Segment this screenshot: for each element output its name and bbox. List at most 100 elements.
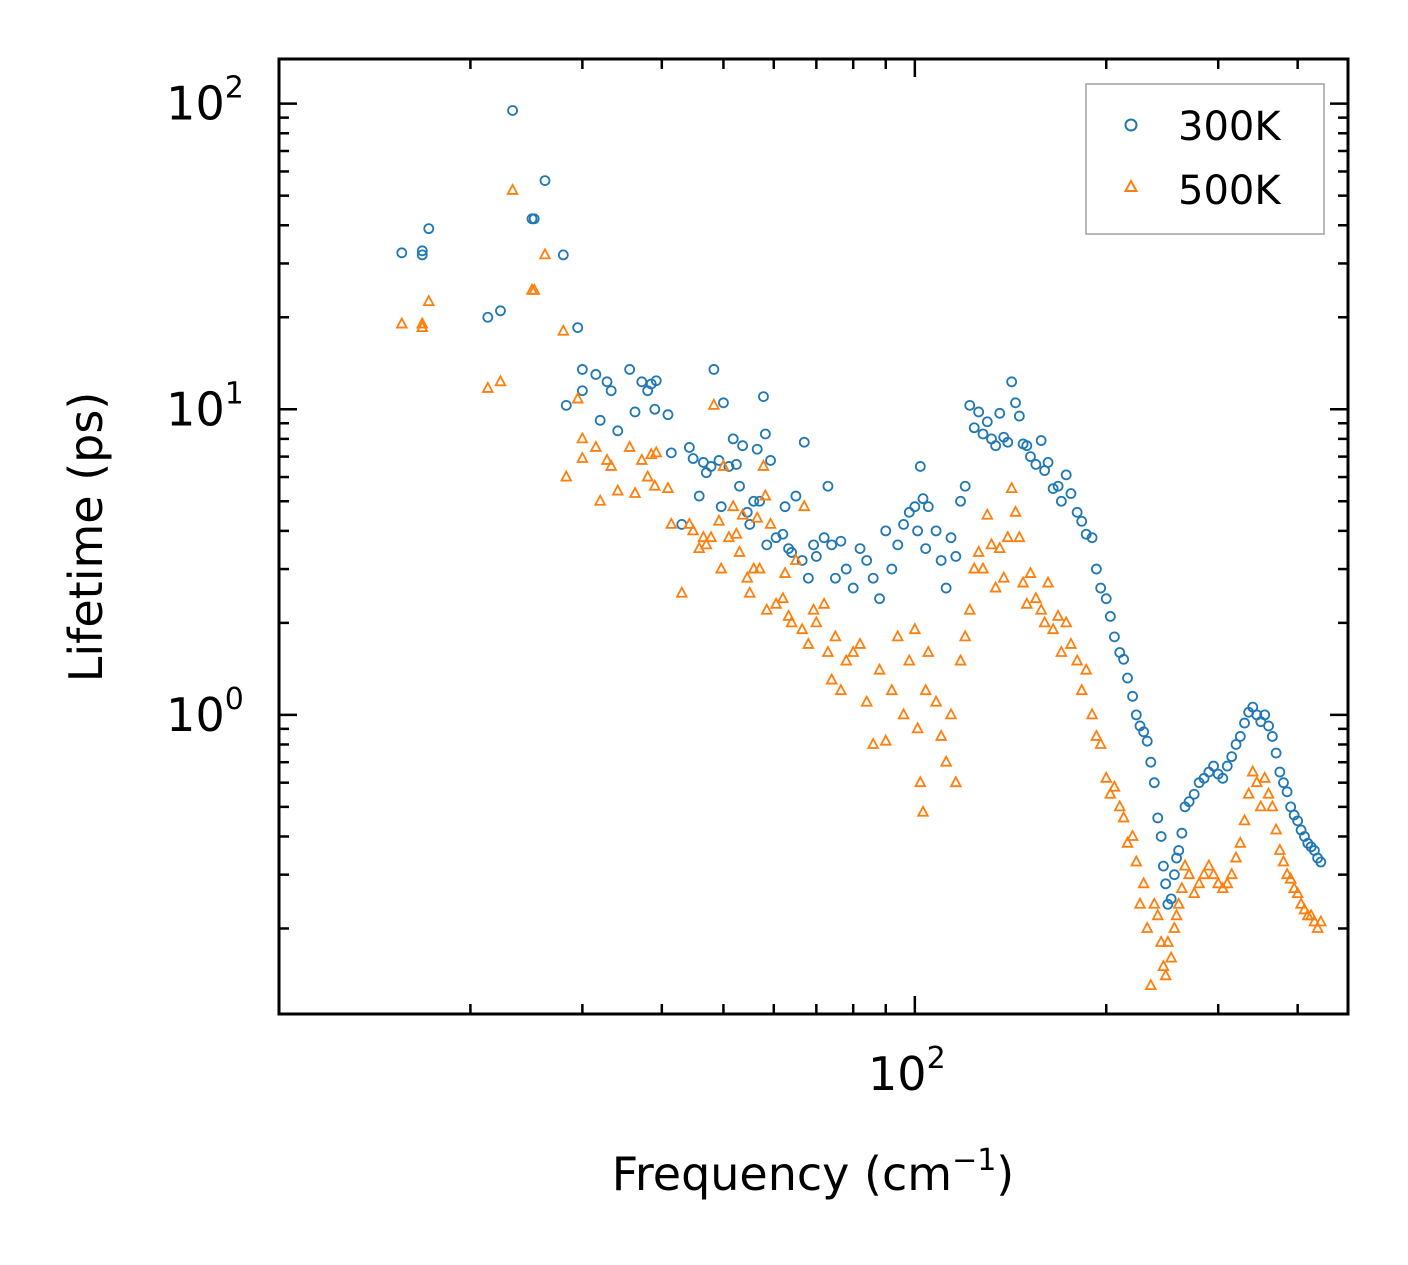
data-point-500k <box>422 294 436 307</box>
data-point-500k <box>829 629 842 642</box>
data-point-300k <box>935 555 947 566</box>
data-point-500k <box>795 622 809 635</box>
data-point-300k <box>1127 690 1138 702</box>
data-point-500k <box>919 683 932 696</box>
data-point-300k <box>624 364 636 375</box>
data-point-300k <box>1021 440 1033 452</box>
data-point-500k <box>1238 813 1251 826</box>
data-point-300k <box>737 440 749 452</box>
data-point-300k <box>1109 631 1120 643</box>
data-point-300k <box>723 461 735 472</box>
data-point-500k <box>1311 921 1324 933</box>
data-point-500k <box>958 629 972 642</box>
data-point-300k <box>612 425 624 437</box>
data-point-300k <box>945 532 957 544</box>
data-point-500k <box>1157 959 1170 972</box>
data-point-300k <box>594 414 606 426</box>
data-point-300k <box>734 480 745 492</box>
data-point-300k <box>1281 786 1293 798</box>
data-point-300k <box>705 461 717 472</box>
data-point-300k <box>922 501 934 513</box>
data-point-300k <box>1145 756 1157 768</box>
data-point-300k <box>950 551 962 562</box>
plot-frame <box>277 57 1350 1016</box>
y-tick-label: 100 <box>166 682 244 742</box>
data-point-500k <box>1202 858 1216 871</box>
y-axis-title: Lifetime (ps) <box>59 392 113 683</box>
data-point-500k <box>665 516 678 529</box>
data-point-500k <box>1273 843 1287 855</box>
data-point-500k <box>922 645 935 657</box>
data-point-500k <box>726 499 740 512</box>
data-point-300k <box>1065 488 1077 499</box>
data-point-500k <box>916 804 930 817</box>
data-point-500k <box>704 530 718 543</box>
data-point-500k <box>914 775 927 788</box>
data-point-300k <box>1130 709 1142 721</box>
data-point-500k <box>1099 770 1113 783</box>
data-point-500k <box>589 440 603 452</box>
data-point-500k <box>1140 921 1154 933</box>
series-layer <box>395 105 1328 991</box>
data-point-300k <box>1030 459 1042 470</box>
data-point-300k <box>416 249 428 261</box>
data-point-300k <box>730 459 742 470</box>
data-point-500k <box>891 629 905 642</box>
data-point-300k <box>662 409 674 421</box>
data-point-500k <box>764 516 777 529</box>
data-point-500k <box>649 445 663 458</box>
data-point-300k <box>822 480 834 492</box>
data-point-500k <box>1130 854 1143 867</box>
data-point-300k <box>601 376 613 388</box>
data-point-300k <box>1274 766 1286 778</box>
data-point-500k <box>1294 896 1308 909</box>
data-point-500k <box>1016 575 1030 588</box>
data-point-300k <box>590 369 602 380</box>
data-point-300k <box>718 397 729 409</box>
data-point-500k <box>1298 902 1311 915</box>
data-point-500k <box>1051 608 1065 621</box>
data-point-500k <box>747 561 761 574</box>
data-point-300k <box>959 480 971 492</box>
data-point-300k <box>495 305 506 317</box>
data-point-500k <box>785 615 798 628</box>
data-point-300k <box>751 443 763 455</box>
data-point-300k <box>798 436 810 448</box>
data-point-500k <box>797 499 811 512</box>
data-point-500k <box>494 374 507 387</box>
data-point-500k <box>628 486 642 498</box>
data-point-500k <box>954 653 967 666</box>
data-point-300k <box>629 406 641 418</box>
data-point-300k <box>898 519 909 530</box>
data-point-300k <box>930 525 942 537</box>
data-point-500k <box>967 561 981 574</box>
data-point-300k <box>854 543 866 554</box>
data-point-300k <box>1138 726 1150 738</box>
data-point-500k <box>1197 867 1211 880</box>
data-point-500k <box>1246 764 1260 777</box>
data-point-300k <box>1221 760 1233 772</box>
data-point-300k <box>1173 845 1185 856</box>
data-point-500k <box>1144 978 1158 991</box>
data-point-300k <box>1230 739 1242 750</box>
data-point-300k <box>1266 731 1278 742</box>
data-point-500k <box>571 391 585 404</box>
data-point-500k <box>985 537 998 550</box>
data-point-300k <box>1002 436 1014 448</box>
data-point-300k <box>576 364 588 375</box>
data-point-500k <box>1059 615 1073 628</box>
data-point-300k <box>835 535 847 547</box>
data-point-500k <box>1182 867 1196 880</box>
data-point-500k <box>1277 854 1290 867</box>
data-point-500k <box>717 459 730 471</box>
data-point-300k <box>810 551 822 562</box>
data-point-500k <box>885 683 899 696</box>
data-point-500k <box>1013 530 1026 543</box>
data-point-500k <box>686 523 700 536</box>
data-point-500k <box>776 591 790 604</box>
data-point-300k <box>1155 831 1167 842</box>
data-point-300k <box>917 493 929 505</box>
data-point-300k <box>727 433 739 445</box>
data-point-300k <box>973 406 985 418</box>
data-point-300k <box>964 399 976 411</box>
